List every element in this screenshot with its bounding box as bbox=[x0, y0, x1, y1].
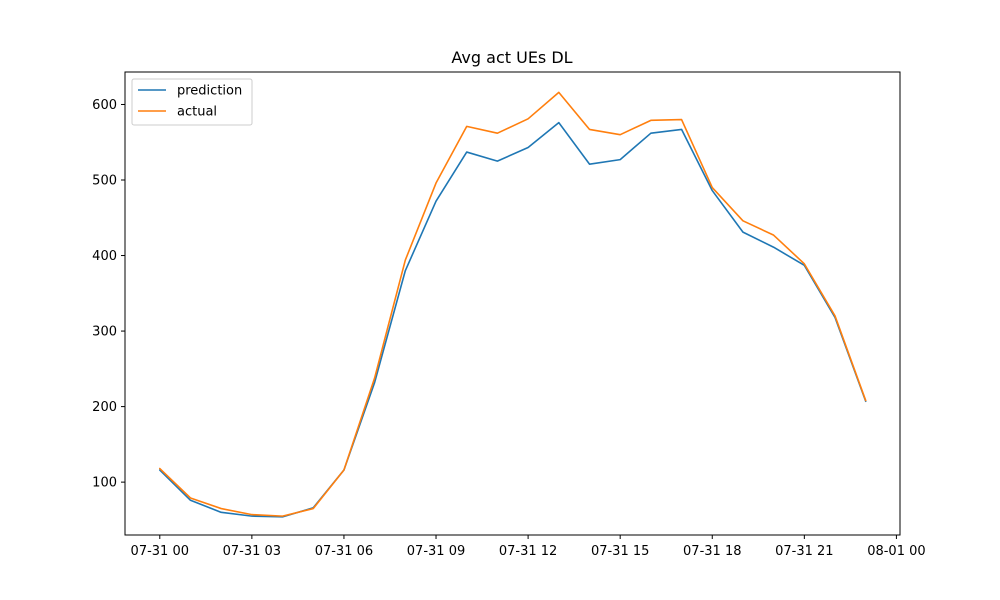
y-tick-label: 300 bbox=[92, 325, 117, 340]
legend-label-prediction: prediction bbox=[177, 84, 242, 99]
x-tick-label: 07-31 18 bbox=[683, 544, 741, 559]
y-tick-label: 500 bbox=[92, 174, 117, 189]
series-line-prediction bbox=[158, 121, 867, 518]
axes-frame bbox=[124, 71, 901, 536]
chart-title: Avg act UEs DL bbox=[451, 48, 572, 67]
x-tick-label: 07-31 12 bbox=[499, 544, 557, 559]
y-tick-label: 200 bbox=[92, 400, 117, 415]
x-tick-label: 08-01 00 bbox=[867, 544, 925, 559]
x-tick-label: 07-31 15 bbox=[591, 544, 649, 559]
legend: prediction actual bbox=[131, 78, 253, 126]
y-tick-label: 100 bbox=[92, 476, 117, 491]
plot-area: 07-31 00 07-31 03 07-31 06 07-31 09 07-31 12… bbox=[92, 91, 926, 559]
x-tick-label: 07-31 21 bbox=[775, 544, 833, 559]
x-tick-label: 07-31 00 bbox=[131, 544, 189, 559]
x-tick-label: 07-31 09 bbox=[407, 544, 465, 559]
x-tick-label: 07-31 03 bbox=[223, 544, 281, 559]
x-tick-label: 07-31 06 bbox=[315, 544, 373, 559]
y-tick-label: 600 bbox=[92, 98, 117, 113]
series-line-actual bbox=[158, 91, 867, 517]
y-tick-label: 400 bbox=[92, 249, 117, 264]
legend-label-actual: actual bbox=[177, 105, 217, 120]
